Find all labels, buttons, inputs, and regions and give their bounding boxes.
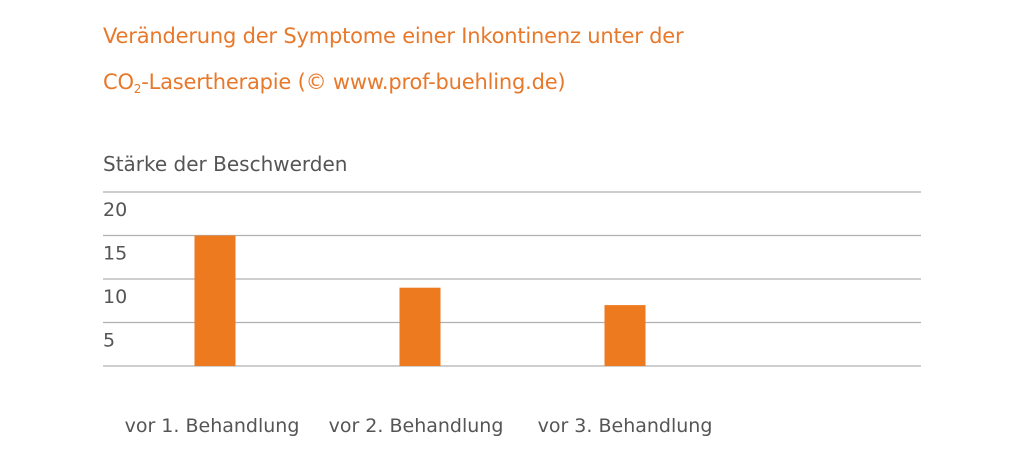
title-co: CO bbox=[103, 70, 134, 94]
bar-3 bbox=[604, 305, 646, 366]
title-subscript-2: 2 bbox=[133, 82, 142, 96]
bars bbox=[194, 235, 646, 366]
x-tick-3: vor 3. Behandlung bbox=[538, 415, 713, 437]
y-tick-20: 20 bbox=[103, 199, 127, 221]
bar-2 bbox=[399, 287, 441, 366]
y-axis-label: Stärke der Beschwerden bbox=[103, 152, 348, 176]
y-tick-5: 5 bbox=[103, 330, 115, 352]
chart-title-line-1: Veränderung der Symptome einer Inkontine… bbox=[103, 24, 684, 48]
gridlines bbox=[103, 191, 921, 367]
y-tick-15: 15 bbox=[103, 243, 127, 265]
title-suffix: -Lasertherapie (© www.prof-buehling.de) bbox=[141, 70, 566, 94]
y-tick-10: 10 bbox=[103, 286, 127, 308]
bar-1 bbox=[194, 235, 236, 366]
chart-title-line-2: CO2-Lasertherapie (© www.prof-buehling.d… bbox=[103, 70, 566, 96]
y-tick-labels: 5 10 15 20 bbox=[103, 199, 127, 352]
x-tick-1: vor 1. Behandlung bbox=[125, 415, 300, 437]
x-tick-2: vor 2. Behandlung bbox=[329, 415, 504, 437]
x-tick-labels: vor 1. Behandlung vor 2. Behandlung vor 3.… bbox=[125, 415, 713, 437]
